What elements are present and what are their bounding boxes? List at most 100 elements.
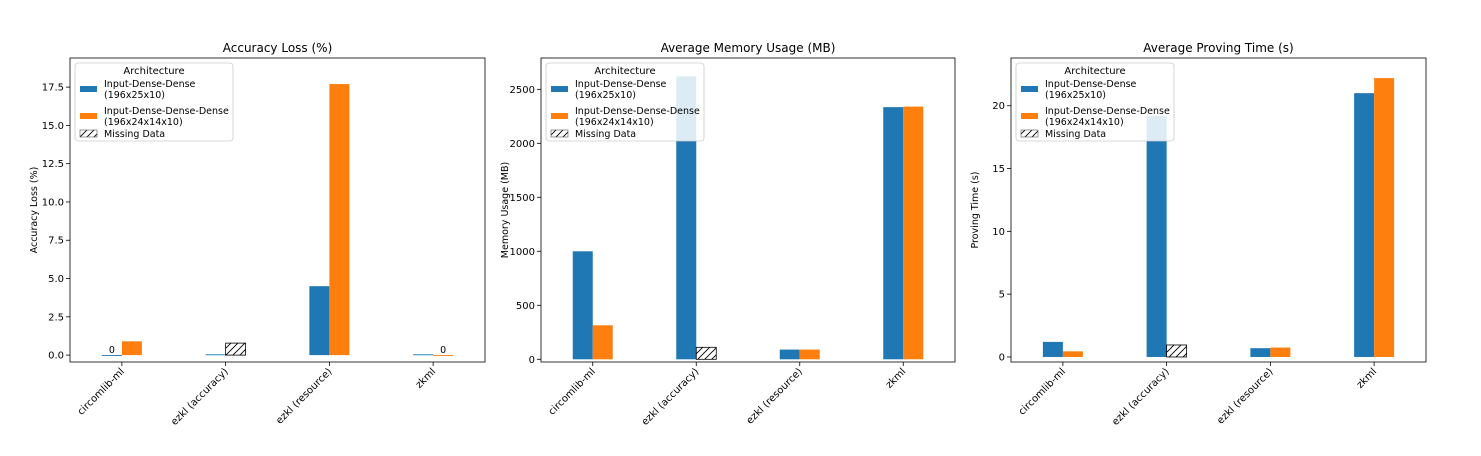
legend: Architecture Input-Dense-Dense(196x25x10)…: [74, 62, 234, 142]
bar-series1: [309, 286, 330, 356]
bar-series2: [433, 355, 454, 357]
bar-series1: [572, 251, 593, 360]
bar-series2: [1062, 351, 1083, 357]
legend-title: Architecture: [594, 66, 655, 77]
legend-swatch-series1: [551, 86, 568, 92]
legend-entry-label: Input-Dense-Dense: [104, 79, 196, 90]
bar-series1: [205, 354, 226, 356]
bar-series2: [592, 325, 613, 360]
y-tick-label: 10: [992, 227, 1005, 238]
y-tick-label: 15: [992, 164, 1005, 175]
bar-series2: [799, 349, 820, 360]
legend-box: [545, 62, 705, 142]
x-tick-label: ezkl (resource): [745, 366, 805, 426]
legend-entry-label: Input-Dense-Dense: [575, 79, 667, 90]
y-tick-label: 2.5: [48, 312, 64, 323]
y-axis-label: Proving Time (s): [970, 171, 981, 248]
x-tick-label: ezkl (accuracy): [169, 366, 231, 428]
bar-series1: [413, 354, 434, 356]
x-tick-label: circomlib-ml: [1017, 366, 1068, 417]
x-tick-label: circomlib-ml: [547, 366, 598, 417]
y-axis-label: Memory Usage (MB): [500, 162, 511, 258]
y-tick-label: 1000: [510, 247, 535, 258]
y-tick-label: 20: [992, 101, 1005, 112]
y-tick-label: 17.5: [42, 83, 64, 94]
y-tick-label: 0.0: [48, 351, 64, 362]
plot-frame: [540, 57, 956, 363]
legend-title: Architecture: [123, 66, 184, 77]
legend-entry-label: (196x24x14x10): [575, 117, 654, 128]
legend: Architecture Input-Dense-Dense(196x25x10)…: [1015, 62, 1175, 142]
y-tick-label: 12.5: [42, 159, 64, 170]
legend: Architecture Input-Dense-Dense(196x25x10)…: [545, 62, 705, 142]
y-tick-label: 500: [516, 301, 535, 312]
bar-series1: [1042, 341, 1063, 357]
bar-value-annotation: 0: [109, 345, 115, 356]
bar-missing-data: [1166, 344, 1188, 358]
bar-series2: [121, 341, 142, 356]
chart-title: Average Proving Time (s): [1143, 41, 1293, 55]
x-tick-label: ezkl (resource): [274, 366, 334, 426]
legend-swatch-series2: [1021, 113, 1038, 119]
bar-series1: [676, 76, 697, 360]
legend-swatch-missing: [79, 129, 98, 138]
bar-series2: [329, 84, 350, 356]
chart-title: Average Memory Usage (MB): [661, 41, 836, 55]
legend-entry-label: Input-Dense-Dense-Dense: [575, 106, 700, 117]
y-tick-label: 2000: [510, 139, 535, 150]
legend-entry-label: (196x24x14x10): [1045, 117, 1124, 128]
x-tick-label: zkml: [884, 366, 908, 390]
chart-title: Accuracy Loss (%): [223, 41, 333, 55]
x-tick-label: ezkl (accuracy): [640, 366, 702, 428]
bar-missing-data: [225, 342, 247, 356]
y-tick-label: 5.0: [48, 274, 64, 285]
y-tick-label: 1500: [510, 193, 535, 204]
y-tick-label: 7.5: [48, 236, 64, 247]
legend-swatch-missing: [550, 129, 569, 138]
x-tick-label: ezkl (accuracy): [1110, 366, 1172, 428]
chart-3: Average Proving Time (s) Proving Time (s)…: [970, 41, 1427, 428]
plot-frame: [1010, 57, 1427, 363]
x-tick-label: zkml: [414, 366, 438, 390]
bar-series2: [903, 106, 924, 360]
legend-swatch-series1: [1021, 86, 1038, 92]
y-tick-label: 0: [999, 352, 1005, 363]
legend-entry-label: (196x24x14x10): [104, 117, 183, 128]
legend-swatch-series1: [80, 86, 97, 92]
bar-series1: [1146, 115, 1167, 357]
legend-entry-label: (196x25x10): [104, 90, 165, 101]
bar-series1: [779, 349, 800, 360]
y-tick-label: 0: [529, 355, 535, 366]
x-tick-label: zkml: [1355, 366, 1379, 390]
bar-series1: [1250, 348, 1271, 357]
bar-missing-data: [695, 346, 717, 360]
y-tick-label: 2500: [510, 85, 535, 96]
x-tick-label: ezkl (resource): [1215, 366, 1275, 426]
bar-series2: [1270, 347, 1291, 357]
y-tick-label: 10.0: [42, 197, 64, 208]
plot-frame: [69, 57, 486, 363]
bar-series1: [101, 355, 122, 357]
legend-box: [1015, 62, 1175, 142]
y-tick-label: 5: [999, 290, 1005, 301]
bar-series2: [1374, 78, 1395, 357]
legend-entry-label: Missing Data: [575, 129, 636, 140]
legend-swatch-missing: [1020, 129, 1039, 138]
legend-entry-label: (196x25x10): [1045, 90, 1106, 101]
legend-swatch-series2: [80, 113, 97, 119]
bar-value-annotation: 0: [440, 345, 446, 356]
legend-entry-label: Input-Dense-Dense: [1045, 79, 1137, 90]
x-tick-label: circomlib-ml: [76, 366, 127, 417]
legend-entry-label: Missing Data: [1045, 129, 1106, 140]
chart-2: Average Memory Usage (MB) Memory Usage (M…: [500, 41, 956, 428]
y-axis-label: Accuracy Loss (%): [29, 167, 40, 254]
bar-series1: [883, 107, 904, 360]
bar-series1: [1354, 93, 1375, 357]
chart-1: Accuracy Loss (%) Accuracy Loss (%) 0.0 2.5…: [29, 41, 486, 428]
legend-swatch-series2: [551, 113, 568, 119]
legend-entry-label: Input-Dense-Dense-Dense: [1045, 106, 1170, 117]
legend-entry-label: Missing Data: [104, 129, 165, 140]
legend-entry-label: Input-Dense-Dense-Dense: [104, 106, 229, 117]
